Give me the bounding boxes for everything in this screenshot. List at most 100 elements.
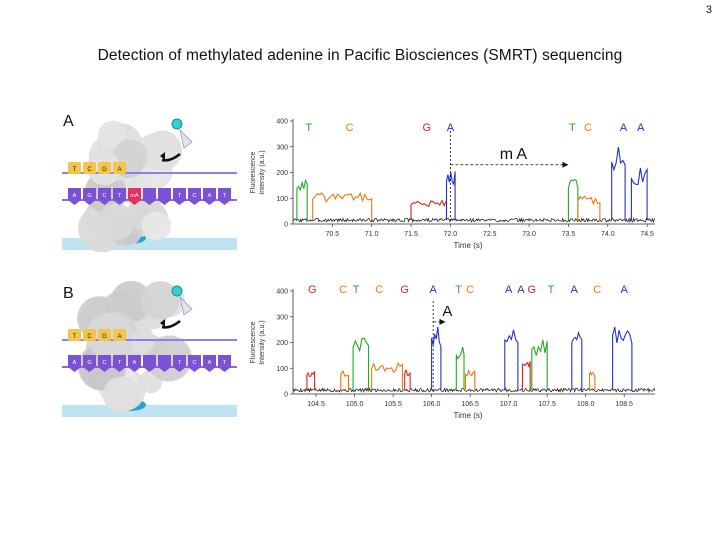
top-strand-base-label: C xyxy=(87,167,92,173)
base-call-label: C xyxy=(593,284,601,296)
base-call-label: G xyxy=(527,284,536,296)
base-call-label: A xyxy=(637,122,645,134)
base-call-label: C xyxy=(346,122,354,134)
nucleotide-linker xyxy=(179,296,193,316)
zmw-surface xyxy=(62,405,237,417)
pulse-g xyxy=(404,369,411,391)
template-strand-base xyxy=(143,355,156,372)
x-tick-label: 70.5 xyxy=(326,231,340,238)
polymerase-subunit xyxy=(102,376,139,413)
template-strand-base-label: A xyxy=(73,193,77,199)
pulse-c xyxy=(577,195,601,221)
top-strand-base xyxy=(113,329,126,341)
template-strand-base-label: A xyxy=(133,360,137,366)
top-strand-base-label: A xyxy=(117,167,121,173)
template-strand-base xyxy=(143,188,156,205)
pulse-g xyxy=(410,199,448,221)
y-axis-label: Fluorescence Intensity (a.u.) xyxy=(250,320,266,364)
base-call-label: T xyxy=(548,284,555,296)
template-strand-base xyxy=(128,355,141,372)
template-strand-base-label: T xyxy=(223,360,227,366)
y-tick-label: 100 xyxy=(276,196,288,203)
baseline-trace xyxy=(292,217,656,224)
polymerase-illustration-b: T C G A A G C T A T C A T xyxy=(62,280,237,417)
polymerase-subunit xyxy=(98,120,128,150)
trace-chart-b: 0 100 200 300 400 104.5 105.0 105.5 106.0 106.5 10… xyxy=(250,284,656,420)
annotation-label: m A xyxy=(500,146,528,163)
pulse-c xyxy=(312,191,373,221)
fluorophore xyxy=(171,285,183,297)
pulse-a xyxy=(445,171,456,221)
base-call-label: A xyxy=(570,284,578,296)
top-strand-base xyxy=(98,162,111,174)
base-call-label: A xyxy=(517,284,525,296)
base-call-label: G xyxy=(423,122,432,134)
template-strand-base xyxy=(218,188,231,205)
pulse-t xyxy=(567,179,579,221)
base-call-label: T xyxy=(569,122,576,134)
x-tick-label: 72.0 xyxy=(444,231,458,238)
template-strand-base-label: G xyxy=(87,193,91,199)
template-strand-base xyxy=(83,355,96,372)
template-strand-base xyxy=(203,188,216,205)
incorporation-arrowhead xyxy=(160,152,165,160)
template-strand-base xyxy=(83,188,96,205)
y-tick-label: 0 xyxy=(284,222,288,229)
template-strand-base xyxy=(98,355,111,372)
pulse-a xyxy=(571,330,583,391)
base-call-label: C xyxy=(339,284,347,296)
template-strand-base-label: C xyxy=(193,193,197,199)
template-strand-base xyxy=(173,355,186,372)
annotation-arrowhead xyxy=(439,318,446,325)
y-tick-label: 200 xyxy=(276,170,288,177)
base-call-label: T xyxy=(353,284,360,296)
fluorophore xyxy=(171,118,183,130)
y-axis-label: Fluorescence Intensity (a.u.) xyxy=(250,150,266,194)
template-strand-base-label: mA xyxy=(130,193,139,199)
pulse-c xyxy=(464,368,476,391)
base-call-label: A xyxy=(620,122,628,134)
base-call-label: C xyxy=(584,122,592,134)
template-strand-base-label: C xyxy=(193,360,197,366)
template-strand-base-label: A xyxy=(208,360,212,366)
x-tick-label: 107.5 xyxy=(538,401,556,408)
trace-chart-a: 0 100 200 300 400 70.5 71.0 71.5 72.0 72.5 73.0 73.… xyxy=(250,119,656,250)
base-call-label: A xyxy=(621,284,629,296)
y-tick-label: 400 xyxy=(276,119,288,126)
pulse-c xyxy=(340,370,350,391)
top-strand-base-label: G xyxy=(102,334,107,340)
pulse-t xyxy=(296,178,308,221)
template-strand-base xyxy=(113,188,126,205)
polymerase-subunit xyxy=(140,281,180,320)
pulse-t xyxy=(352,337,370,391)
template-strand-base-label: C xyxy=(103,193,107,199)
x-tick-label: 71.5 xyxy=(404,231,418,238)
pulse-a xyxy=(504,329,519,391)
top-strand-base xyxy=(68,329,81,341)
x-tick-label: 72.5 xyxy=(483,231,497,238)
pulse-t xyxy=(531,339,548,391)
incorporation-arrow xyxy=(161,320,181,329)
base-call-label: A xyxy=(447,122,455,134)
page-number: 3 xyxy=(705,4,712,16)
template-strand-base xyxy=(188,188,201,205)
template-strand-base xyxy=(113,355,126,372)
template-strand-base xyxy=(188,355,201,372)
x-tick-label: 108.0 xyxy=(577,401,595,408)
x-tick-label: 104.5 xyxy=(307,401,325,408)
top-strand-base-label: T xyxy=(73,167,77,173)
polymerase-subunit xyxy=(142,130,183,171)
template-strand-base-label: T xyxy=(223,193,227,199)
top-strand-base xyxy=(83,329,96,341)
template-strand-base-label: A xyxy=(208,193,212,199)
top-strand-base-label: C xyxy=(87,334,92,340)
template-strand-base-label: T xyxy=(118,193,122,199)
template-strand-base xyxy=(158,188,171,205)
x-tick-label: 74.0 xyxy=(601,231,615,238)
x-tick-label: 107.0 xyxy=(500,401,518,408)
x-tick-label: 106.0 xyxy=(423,401,441,408)
template-strand-base xyxy=(173,188,186,205)
template-strand-base-label: T xyxy=(178,360,182,366)
